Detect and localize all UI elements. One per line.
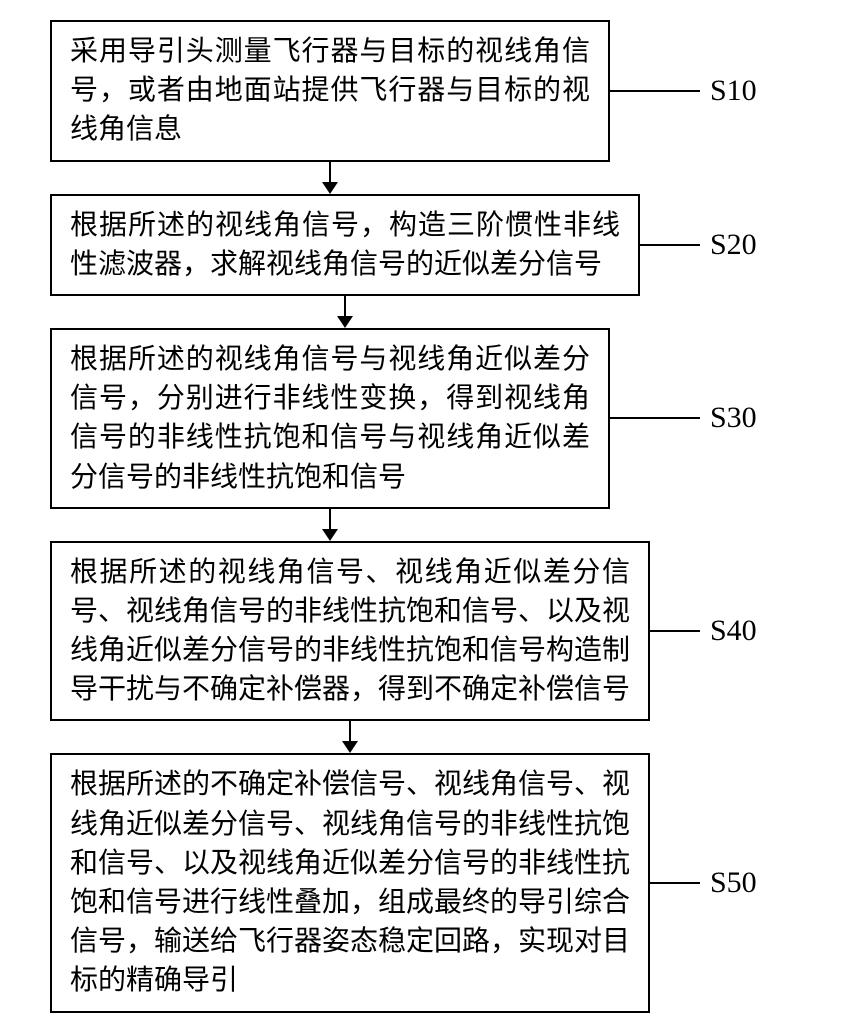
step-label: S20	[710, 228, 757, 262]
step-label: S30	[710, 401, 757, 435]
arrow-down-icon	[322, 162, 338, 194]
arrow-head	[342, 741, 358, 753]
connector-line	[650, 882, 700, 884]
flow-step-box-S50: 根据所述的不确定补偿信号、视线角信号、视线角近似差分信号、视线角信号的非线性抗饱…	[50, 753, 650, 1012]
flow-step-row: 根据所述的视线角信号与视线角近似差分信号，分别进行非线性变换，得到视线角信号的非…	[20, 328, 832, 509]
flow-step-text: 根据所述的视线角信号与视线角近似差分信号，分别进行非线性变换，得到视线角信号的非…	[70, 340, 590, 497]
flow-step-row: 根据所述的不确定补偿信号、视线角信号、视线角近似差分信号、视线角信号的非线性抗饱…	[20, 753, 832, 1012]
arrow-down-icon	[342, 721, 358, 753]
flow-step-row: 根据所述的视线角信号、视线角近似差分信号、视线角信号的非线性抗饱和信号、以及视线…	[20, 541, 832, 722]
step-label: S10	[710, 74, 757, 108]
step-label-group: S10	[610, 74, 832, 108]
step-label-group: S50	[650, 866, 832, 900]
arrow-shaft	[329, 162, 331, 182]
arrow-head	[337, 316, 353, 328]
arrow-head	[322, 182, 338, 194]
arrow-row	[20, 162, 832, 194]
arrow-row	[20, 509, 832, 541]
step-label-group: S20	[640, 228, 832, 262]
arrow-down-icon	[337, 296, 353, 328]
step-label: S50	[710, 866, 757, 900]
flowchart-container: 采用导引头测量飞行器与目标的视线角信号，或者由地面站提供飞行器与目标的视线角信息…	[20, 20, 832, 1013]
connector-line	[640, 244, 700, 246]
flow-step-box-S20: 根据所述的视线角信号，构造三阶惯性非线性滤波器，求解视线角信号的近似差分信号	[50, 194, 640, 296]
flow-step-text: 根据所述的视线角信号，构造三阶惯性非线性滤波器，求解视线角信号的近似差分信号	[70, 206, 620, 284]
arrow-row	[20, 296, 832, 328]
flow-step-text: 采用导引头测量飞行器与目标的视线角信号，或者由地面站提供飞行器与目标的视线角信息	[70, 32, 590, 150]
step-label-group: S30	[610, 401, 832, 435]
flow-step-text: 根据所述的视线角信号、视线角近似差分信号、视线角信号的非线性抗饱和信号、以及视线…	[70, 553, 630, 710]
flow-step-text: 根据所述的不确定补偿信号、视线角信号、视线角近似差分信号、视线角信号的非线性抗饱…	[70, 765, 630, 1000]
flow-step-box-S10: 采用导引头测量飞行器与目标的视线角信号，或者由地面站提供飞行器与目标的视线角信息	[50, 20, 610, 162]
arrow-shaft	[344, 296, 346, 316]
flow-step-box-S30: 根据所述的视线角信号与视线角近似差分信号，分别进行非线性变换，得到视线角信号的非…	[50, 328, 610, 509]
arrow-shaft	[349, 721, 351, 741]
arrow-row	[20, 721, 832, 753]
arrow-head	[322, 529, 338, 541]
connector-line	[650, 630, 700, 632]
arrow-down-icon	[322, 509, 338, 541]
flow-step-row: 采用导引头测量飞行器与目标的视线角信号，或者由地面站提供飞行器与目标的视线角信息…	[20, 20, 832, 162]
flow-step-row: 根据所述的视线角信号，构造三阶惯性非线性滤波器，求解视线角信号的近似差分信号 S2…	[20, 194, 832, 296]
arrow-shaft	[329, 509, 331, 529]
step-label-group: S40	[650, 614, 832, 648]
connector-line	[610, 417, 700, 419]
flow-step-box-S40: 根据所述的视线角信号、视线角近似差分信号、视线角信号的非线性抗饱和信号、以及视线…	[50, 541, 650, 722]
step-label: S40	[710, 614, 757, 648]
connector-line	[610, 90, 700, 92]
